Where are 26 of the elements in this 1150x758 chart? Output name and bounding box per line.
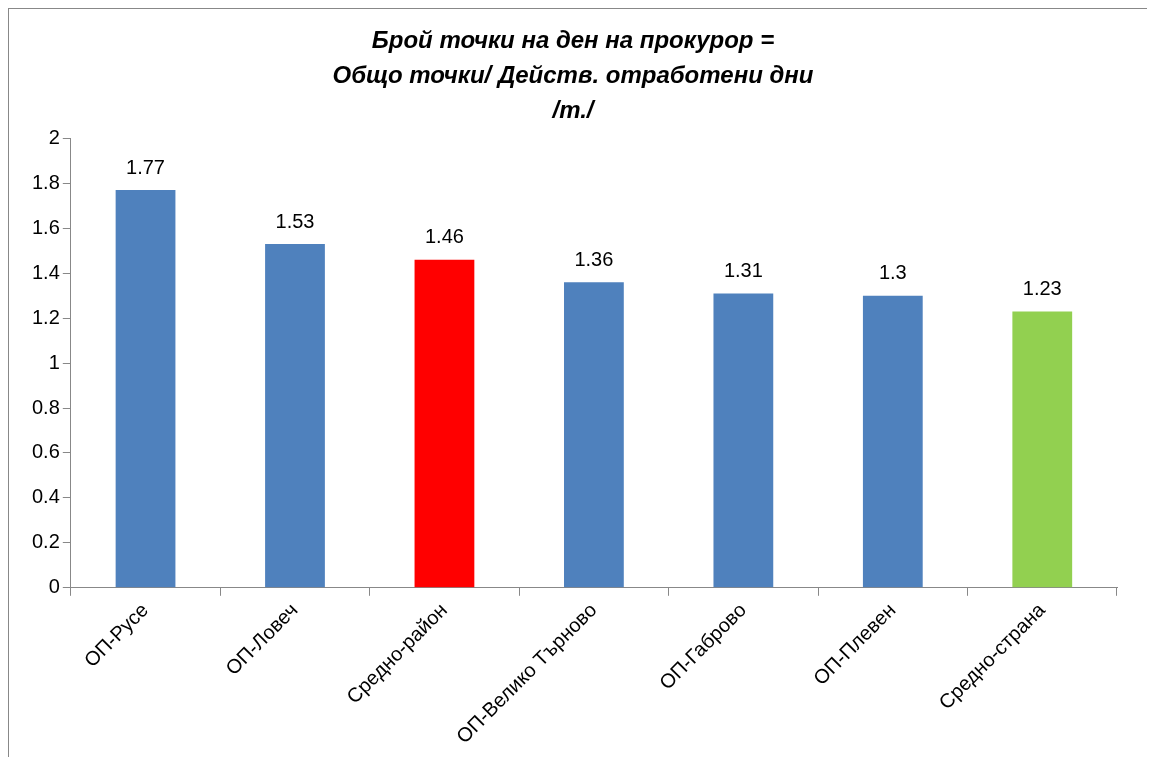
y-tick-label: 1	[48, 350, 60, 373]
y-tick-label: 1.2	[31, 305, 60, 328]
bar	[1012, 311, 1073, 588]
bar	[713, 293, 774, 588]
data-label: 1.53	[275, 209, 315, 232]
bar	[414, 259, 475, 588]
bar	[564, 282, 624, 588]
bar	[115, 190, 176, 588]
data-label: 1.36	[574, 247, 614, 270]
bar	[862, 295, 923, 588]
y-tick-label: 1.8	[31, 170, 60, 193]
chart-title: Брой точки на ден на прокурор = Общо точки/ Действ. отработени дни /т./	[332, 26, 814, 123]
bar	[265, 244, 325, 588]
data-label: 1.23	[1022, 276, 1062, 299]
y-tick-label: 0.6	[31, 440, 60, 463]
y-tick-label: 1.4	[31, 260, 60, 283]
data-label: 1.31	[723, 258, 763, 281]
y-tick-label: 0	[48, 575, 60, 598]
data-label: 1.77	[126, 155, 165, 178]
y-tick-label: 1.6	[31, 215, 60, 238]
y-tick-label: 2	[48, 125, 60, 148]
data-label: 1.46	[424, 225, 464, 248]
data-label: 1.3	[878, 261, 907, 284]
y-tick-label: 0.2	[31, 530, 60, 553]
y-tick-label: 0.4	[31, 485, 60, 508]
y-tick-label: 0.8	[31, 395, 60, 418]
